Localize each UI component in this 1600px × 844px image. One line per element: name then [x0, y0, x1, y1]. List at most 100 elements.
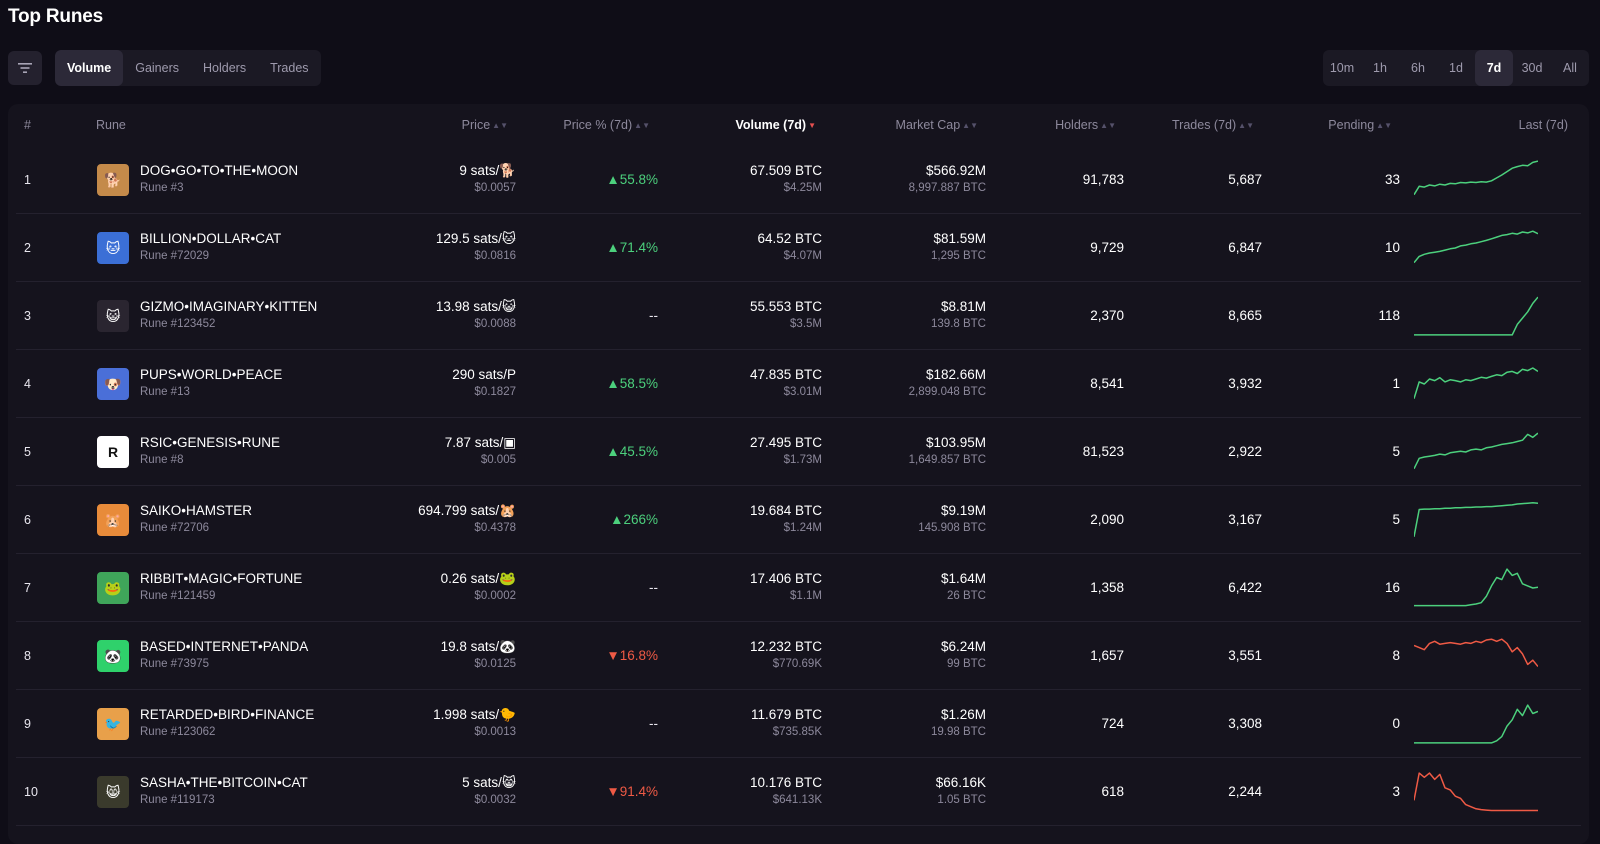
table-row[interactable]: 7 🐸 RIBBIT•MAGIC•FORTUNE Rune #121459 0.26 s… — [16, 554, 1581, 622]
holders: 8,541 — [1090, 376, 1124, 391]
trades: 5,687 — [1228, 172, 1262, 187]
price-change: ▲55.8% — [606, 172, 658, 187]
rune-name[interactable]: SAIKO•HAMSTER — [140, 503, 252, 518]
market-cap: $81.59M — [933, 231, 986, 246]
tab-holders[interactable]: Holders — [203, 61, 247, 75]
market-cap-btc: 145.908 BTC — [918, 522, 986, 534]
market-cap-btc: 1,649.857 BTC — [908, 454, 986, 466]
runes-table: # Rune Price ▲▼ Price % (7d) ▲▼ Volume (7d… — [8, 104, 1589, 844]
rune-avatar: 🐼 — [97, 640, 129, 672]
table-row[interactable]: 8 🐼 BASED•INTERNET•PANDA Rune #73975 19.8 sa… — [16, 622, 1581, 690]
timeframe-all[interactable]: All — [1563, 61, 1577, 75]
rune-number: Rune #119173 — [140, 794, 215, 806]
rune-number: Rune #13 — [140, 386, 190, 398]
tab-gainers[interactable]: Gainers — [135, 61, 180, 75]
market-cap: $9.19M — [940, 503, 986, 518]
volume: 11.679 BTC — [750, 707, 822, 722]
price-change: ▲45.5% — [606, 444, 658, 459]
tab-trades[interactable]: Trades — [270, 61, 309, 75]
sort-icon: ▲▼ — [1238, 121, 1254, 130]
rune-avatar: 🐶 — [97, 368, 129, 400]
market-cap: $1.26M — [940, 707, 986, 722]
pending: 1 — [1392, 376, 1400, 391]
header-trades[interactable]: Trades (7d) ▲▼ — [1172, 118, 1254, 132]
rune-name[interactable]: RETARDED•BIRD•FINANCE — [140, 707, 315, 722]
volume-usd: $4.25M — [783, 182, 822, 194]
volume-usd: $3.01M — [783, 386, 822, 398]
sort-icon: ▲▼ — [1376, 121, 1392, 130]
price-change: -- — [649, 716, 658, 731]
tab-volume[interactable]: Volume — [55, 50, 124, 86]
header-price[interactable]: Price ▲▼ — [462, 118, 508, 132]
page-title: Top Runes — [8, 6, 103, 27]
market-cap-btc: 19.98 BTC — [931, 726, 986, 738]
header-holders-label: Holders — [1055, 118, 1099, 132]
price-usd: $0.005 — [480, 454, 516, 466]
price-change: -- — [649, 580, 658, 595]
filter-button[interactable] — [8, 51, 42, 85]
volume-usd: $1.24M — [783, 522, 822, 534]
header-pending[interactable]: Pending ▲▼ — [1328, 118, 1392, 132]
table-row[interactable]: 2 🐱 BILLION•DOLLAR•CAT Rune #72029 129.5 sat… — [16, 214, 1581, 282]
price: 5 sats/😸 — [462, 775, 516, 790]
sparkline — [1414, 160, 1538, 196]
volume: 47.835 BTC — [749, 367, 822, 382]
table-row[interactable]: 5 R RSIC•GENESIS•RUNE Rune #8 7.87 sats/▣ $0.… — [16, 418, 1581, 486]
price-usd: $0.1827 — [474, 386, 516, 398]
table-row[interactable]: 6 🐹 SAIKO•HAMSTER Rune #72706 694.799 sats/🐹… — [16, 486, 1581, 554]
rune-name[interactable]: DOG•GO•TO•THE•MOON — [140, 163, 299, 178]
market-cap-btc: 139.8 BTC — [931, 318, 986, 330]
rank: 3 — [24, 309, 31, 323]
header-volume[interactable]: Volume (7d) ▼ — [735, 118, 816, 132]
price-change: ▼91.4% — [606, 784, 658, 799]
rune-name[interactable]: BASED•INTERNET•PANDA — [140, 639, 309, 654]
pending: 3 — [1392, 784, 1400, 799]
header-price-pct[interactable]: Price % (7d) ▲▼ — [563, 118, 650, 132]
holders: 9,729 — [1090, 240, 1124, 255]
holders: 2,370 — [1090, 308, 1124, 323]
header-rank: # — [24, 118, 31, 132]
price: 19.8 sats/🐼 — [440, 639, 516, 654]
header-price-label: Price — [461, 118, 491, 132]
timeframe-selector: 10m 1h 6h 1d 7d 30d All — [1323, 50, 1589, 86]
market-cap: $6.24M — [940, 639, 986, 654]
volume: 19.684 BTC — [749, 503, 822, 518]
price-usd: $0.4378 — [474, 522, 516, 534]
market-cap: $66.16K — [935, 775, 986, 790]
timeframe-1d[interactable]: 1d — [1449, 61, 1463, 75]
header-market-cap[interactable]: Market Cap ▲▼ — [896, 118, 978, 132]
table-row[interactable]: 3 😺 GIZMO•IMAGINARY•KITTEN Rune #123452 13.9… — [16, 282, 1581, 350]
header-holders[interactable]: Holders ▲▼ — [1055, 118, 1116, 132]
pending: 10 — [1384, 240, 1400, 255]
rank: 9 — [24, 717, 31, 731]
sparkline — [1414, 568, 1538, 607]
sparkline — [1414, 704, 1538, 744]
table-row[interactable]: 1 🐕 DOG•GO•TO•THE•MOON Rune #3 9 sats/🐕 $0.00… — [16, 146, 1581, 214]
rune-name[interactable]: BILLION•DOLLAR•CAT — [140, 231, 282, 246]
table-row[interactable]: 4 🐶 PUPS•WORLD•PEACE Rune #13 290 sats/P $0.1… — [16, 350, 1581, 418]
timeframe-30d[interactable]: 30d — [1521, 61, 1543, 75]
price-change: ▲266% — [610, 512, 658, 527]
sparkline — [1414, 502, 1538, 537]
rune-number: Rune #121459 — [140, 590, 216, 602]
volume-usd: $770.69K — [772, 658, 822, 670]
rune-name[interactable]: RSIC•GENESIS•RUNE — [140, 435, 280, 450]
timeframe-10m[interactable]: 10m — [1329, 61, 1355, 75]
timeframe-1h[interactable]: 1h — [1373, 61, 1387, 75]
price-usd: $0.0816 — [474, 250, 516, 262]
volume-usd: $4.07M — [783, 250, 822, 262]
rune-name[interactable]: PUPS•WORLD•PEACE — [140, 367, 283, 382]
timeframe-7d[interactable]: 7d — [1475, 50, 1513, 86]
timeframe-6h[interactable]: 6h — [1411, 61, 1425, 75]
price-usd: $0.0088 — [474, 318, 516, 330]
rune-name[interactable]: SASHA•THE•BITCOIN•CAT — [140, 775, 308, 790]
rune-name[interactable]: RIBBIT•MAGIC•FORTUNE — [140, 571, 303, 586]
trades: 3,308 — [1228, 716, 1262, 731]
table-row[interactable]: 10 😸 SASHA•THE•BITCOIN•CAT Rune #119173 5 sa… — [16, 758, 1581, 826]
trades: 6,422 — [1228, 580, 1262, 595]
market-cap: $1.64M — [940, 571, 986, 586]
rune-name[interactable]: GIZMO•IMAGINARY•KITTEN — [140, 299, 318, 314]
price: 290 sats/P — [452, 367, 516, 382]
table-row[interactable]: 9 🐦 RETARDED•BIRD•FINANCE Rune #123062 1.998… — [16, 690, 1581, 758]
rank: 7 — [24, 581, 31, 595]
